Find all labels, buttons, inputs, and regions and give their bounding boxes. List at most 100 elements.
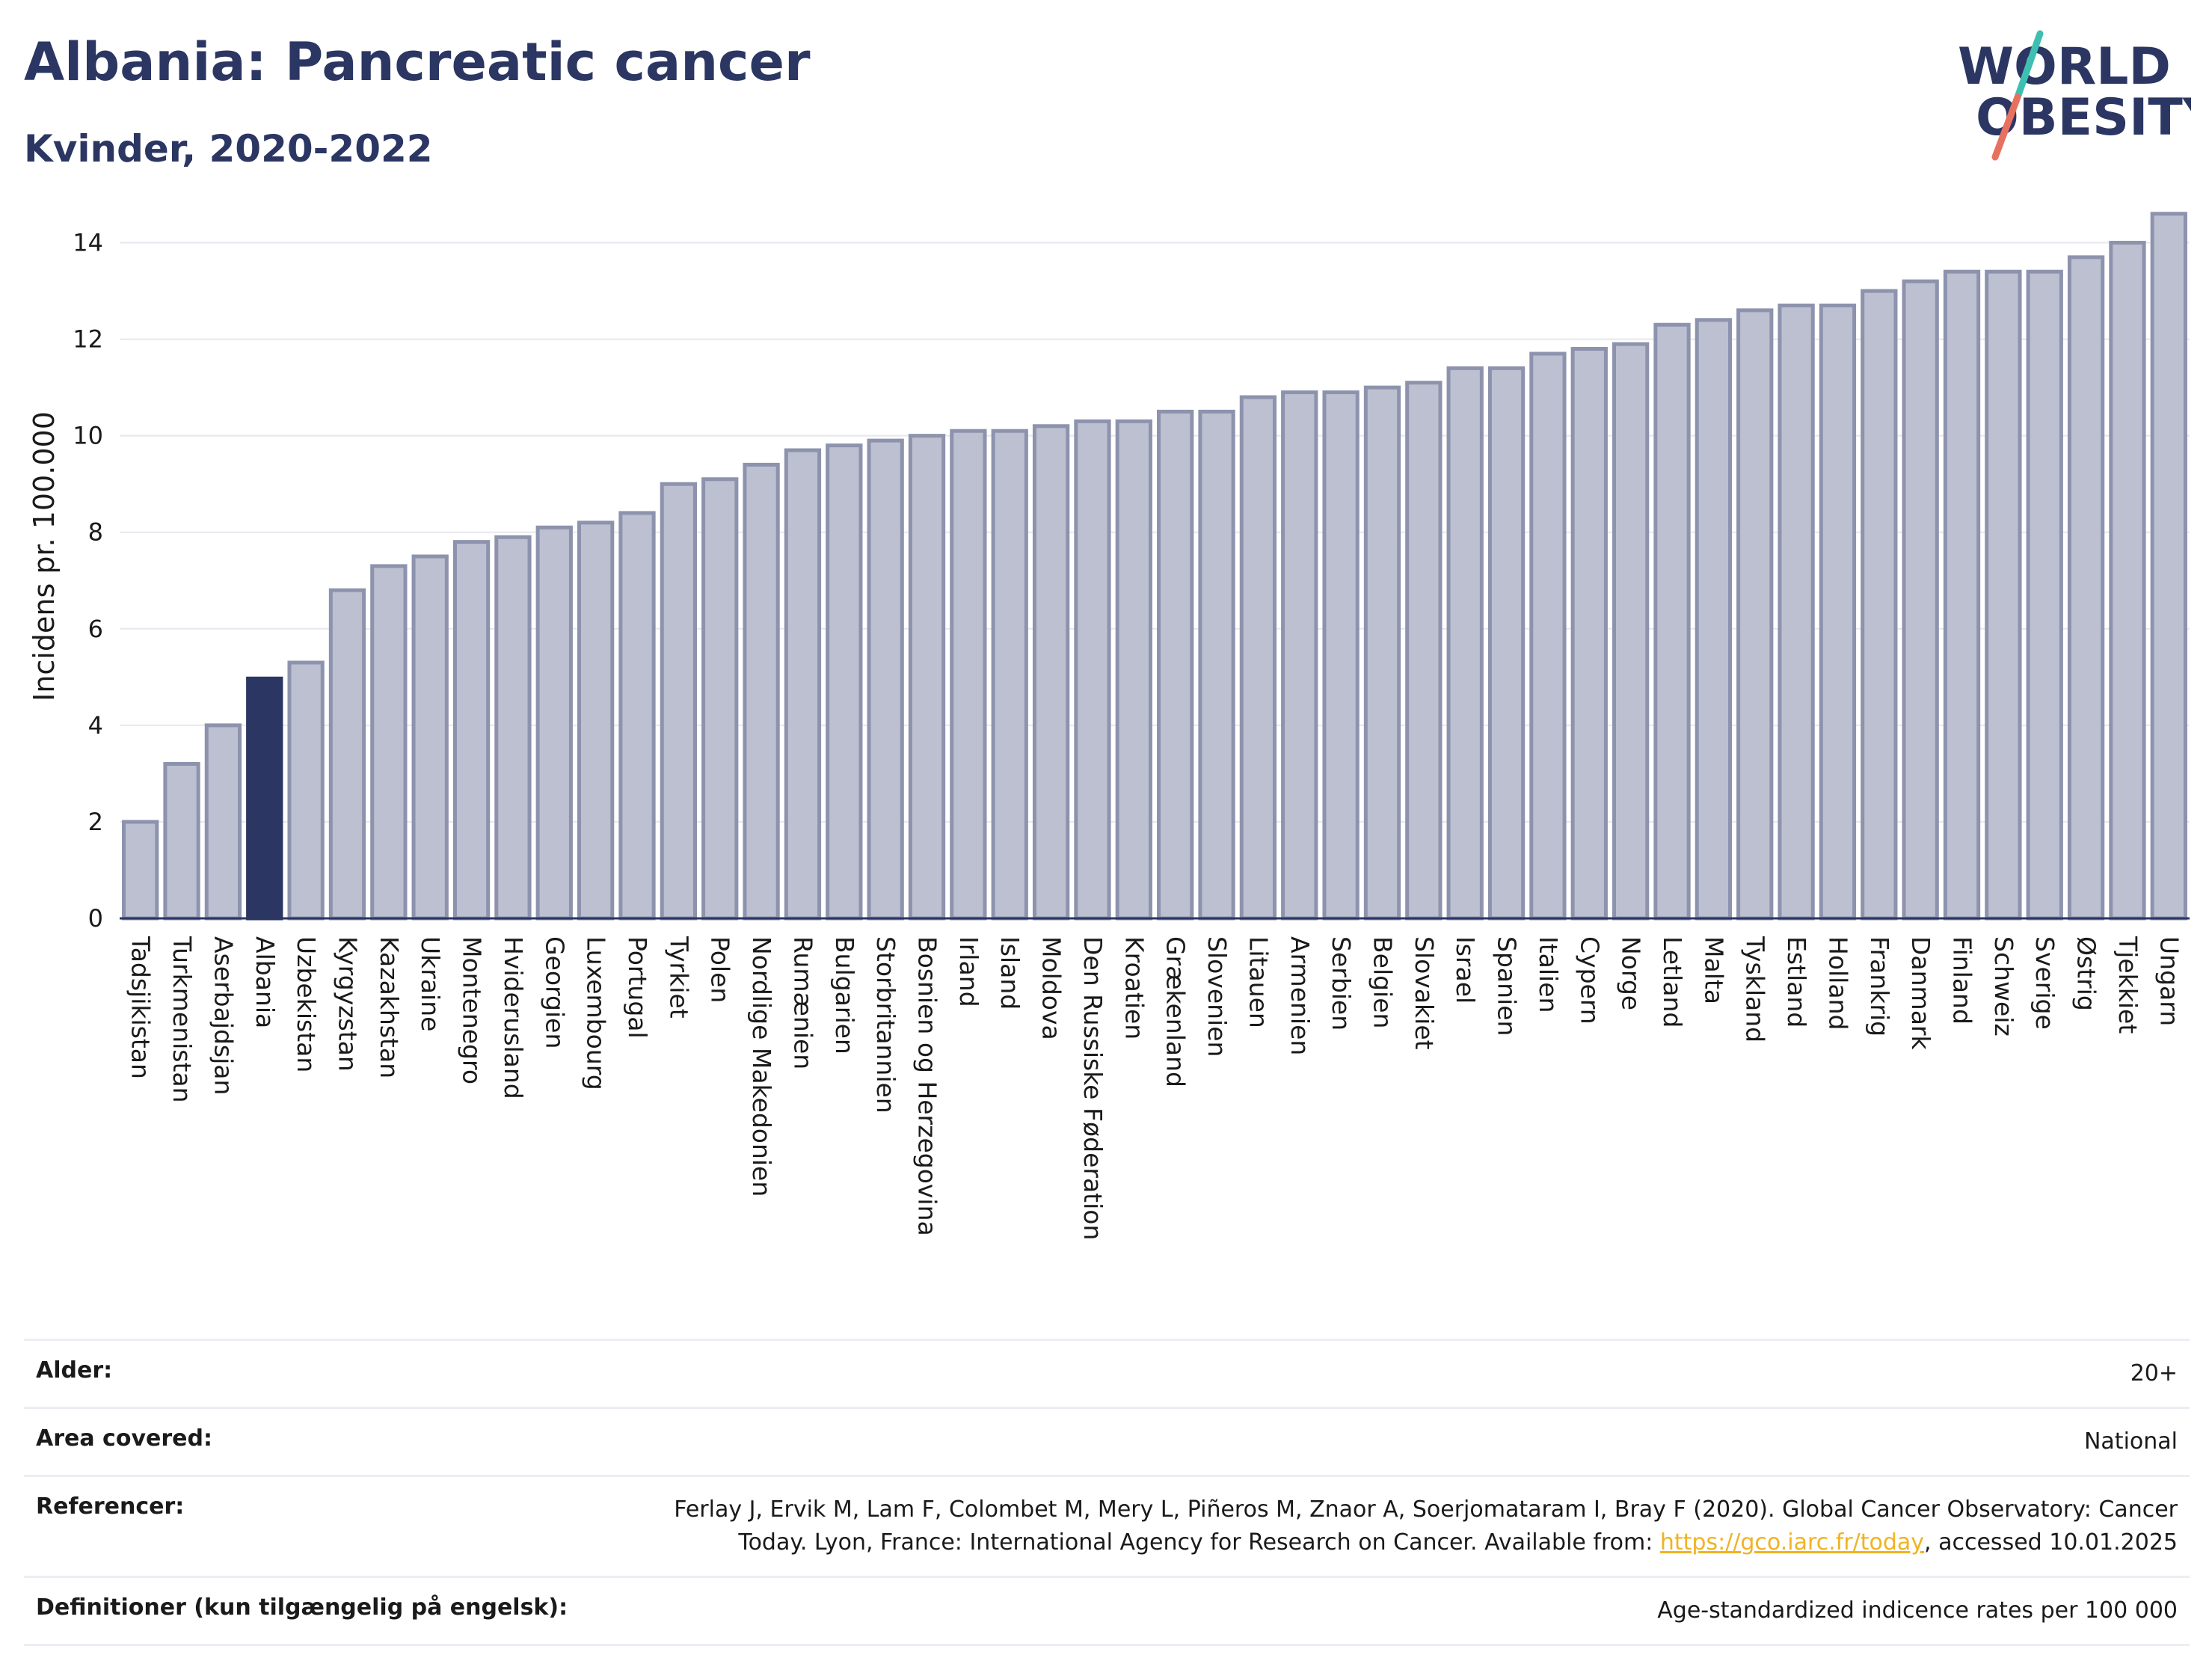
- bar: [535, 525, 573, 921]
- bar: [908, 434, 946, 921]
- y-tick-label: 12: [73, 325, 103, 354]
- bar: [1902, 279, 1939, 921]
- bar: [204, 723, 242, 921]
- y-tick-label: 0: [88, 904, 103, 933]
- area-value: National: [2083, 1428, 2178, 1455]
- x-tick-label: Danmark: [1906, 936, 1935, 1050]
- x-tick-label: Spanien: [1493, 936, 1522, 1036]
- x-tick-label: Armenien: [1285, 936, 1315, 1055]
- y-axis-ticks: 0 2 4 6 8 10 12 14: [73, 229, 103, 933]
- logo-slash-bottom: [1991, 93, 2021, 161]
- bar: [1074, 419, 1111, 921]
- bar: [411, 554, 449, 921]
- x-tick-label: Frankrig: [1865, 936, 1894, 1037]
- references-value: Ferlay J, Ervik M, Lam F, Colombet M, Me…: [674, 1493, 2178, 1559]
- bar: [1861, 289, 1898, 921]
- y-tick-label: 4: [88, 711, 103, 740]
- bar: [784, 448, 822, 921]
- x-tick-label: Ungarn: [2154, 936, 2184, 1026]
- x-tick-label: Norge: [1617, 936, 1646, 1010]
- x-tick-label: Storbritannien: [871, 936, 900, 1114]
- x-tick-label: Aserbajdsjan: [209, 936, 238, 1095]
- area-label: Area covered:: [36, 1425, 212, 1452]
- bar: [660, 482, 698, 921]
- x-tick-label: Malta: [1699, 936, 1728, 1004]
- x-tick-label: Tadsjikistan: [126, 936, 156, 1079]
- x-tick-label: Cypern: [1575, 936, 1604, 1025]
- x-tick-label: Finland: [1948, 936, 1977, 1025]
- page-title: Albania: Pancreatic cancer: [24, 31, 811, 93]
- x-tick-label: Portugal: [623, 936, 652, 1039]
- x-tick-label: Turkmenistan: [168, 936, 197, 1103]
- x-tick-label: Serbien: [1327, 936, 1356, 1031]
- bar: [1570, 347, 1608, 921]
- bar: [618, 511, 656, 921]
- bar: [1943, 269, 1981, 921]
- chart-bars: [122, 212, 2187, 921]
- x-tick-label: Bulgarien: [830, 936, 859, 1054]
- x-tick-label: Estland: [1782, 936, 1811, 1028]
- age-value: 20+: [2130, 1360, 2178, 1387]
- x-tick-label: Sverige: [2030, 936, 2059, 1030]
- x-tick-label: Kyrgyzstan: [333, 936, 362, 1072]
- y-tick-label: 14: [73, 229, 103, 257]
- page-subtitle: Kvinder, 2020-2022: [24, 127, 433, 171]
- bar: [1985, 269, 2022, 921]
- x-tick-label: Litauen: [1244, 936, 1273, 1028]
- bar: [1778, 303, 1815, 921]
- bar: [577, 521, 615, 921]
- bar: [1239, 395, 1277, 921]
- bar: [867, 438, 904, 921]
- bar: [743, 462, 780, 921]
- x-tick-label: Holland: [1823, 936, 1852, 1030]
- bar: [1653, 322, 1691, 921]
- x-axis-ticks: Tadsjikistan Turkmenistan Aserbajdsjan Alba…: [126, 936, 2184, 1240]
- x-tick-label: Tjekkiet: [2113, 936, 2142, 1034]
- x-tick-label: Polen: [706, 936, 735, 1003]
- x-tick-label: Schweiz: [1989, 936, 2018, 1037]
- definitions-label: Definitioner (kun tilgængelig på engelsk…: [36, 1594, 568, 1621]
- bar: [1446, 366, 1484, 921]
- x-tick-label: Belgien: [1368, 936, 1397, 1028]
- reference-text-line3: , accessed 10.01.2025: [1924, 1529, 2178, 1556]
- x-tick-label: Østrig: [2072, 936, 2101, 1011]
- world-obesity-logo: WORLD OBESITY: [1958, 30, 2191, 161]
- y-tick-label: 8: [88, 518, 103, 547]
- x-tick-label: Kazakhstan: [375, 936, 404, 1078]
- reference-text-line1: Ferlay J, Ervik M, Lam F, Colombet M, Me…: [674, 1496, 2178, 1523]
- bar: [1198, 409, 1235, 921]
- bar: [1695, 318, 1733, 921]
- x-tick-label: Hviderusland: [499, 936, 528, 1099]
- bar: [991, 429, 1028, 921]
- y-tick-label: 6: [88, 615, 103, 643]
- bar: [1322, 390, 1360, 921]
- bar: [1115, 419, 1152, 921]
- y-tick-label: 10: [73, 422, 103, 450]
- bar: [2150, 212, 2187, 921]
- bar: [1405, 381, 1443, 921]
- reference-link[interactable]: https://gco.iarc.fr/today: [1659, 1529, 1925, 1556]
- bar: [328, 588, 366, 921]
- bar: [1819, 303, 1857, 921]
- meta-row-area: Area covered: National: [24, 1407, 2190, 1475]
- x-tick-label: Island: [995, 936, 1024, 1010]
- x-tick-label: Ukraine: [416, 936, 445, 1031]
- meta-row-age: Alder: 20+: [24, 1339, 2190, 1407]
- bar: [2109, 241, 2146, 921]
- bar: [452, 540, 491, 921]
- x-tick-label: Nordlige Makedonien: [747, 936, 776, 1197]
- meta-row-definitions: Definitioner (kun tilgængelig på engelsk…: [24, 1576, 2190, 1646]
- x-tick-label: Slovakiet: [1410, 936, 1439, 1050]
- x-tick-label: Uzbekistan: [292, 936, 321, 1072]
- bar: [1363, 385, 1401, 921]
- age-label: Alder:: [36, 1357, 113, 1384]
- x-tick-label: Tyrkiet: [664, 936, 693, 1019]
- references-label: Referencer:: [36, 1493, 185, 1520]
- reference-text-line2: Today. Lyon, France: International Agenc…: [738, 1529, 1660, 1556]
- y-tick-label: 2: [88, 808, 103, 836]
- bar: [2067, 255, 2105, 921]
- bar: [826, 443, 863, 921]
- x-tick-label: Den Russiske Føderation: [1078, 936, 1107, 1240]
- bar-chart: 0 2 4 6 8 10 12 14 Tadsjikistan Turkmenistan Aser…: [28, 212, 2190, 1240]
- bar: [494, 535, 532, 921]
